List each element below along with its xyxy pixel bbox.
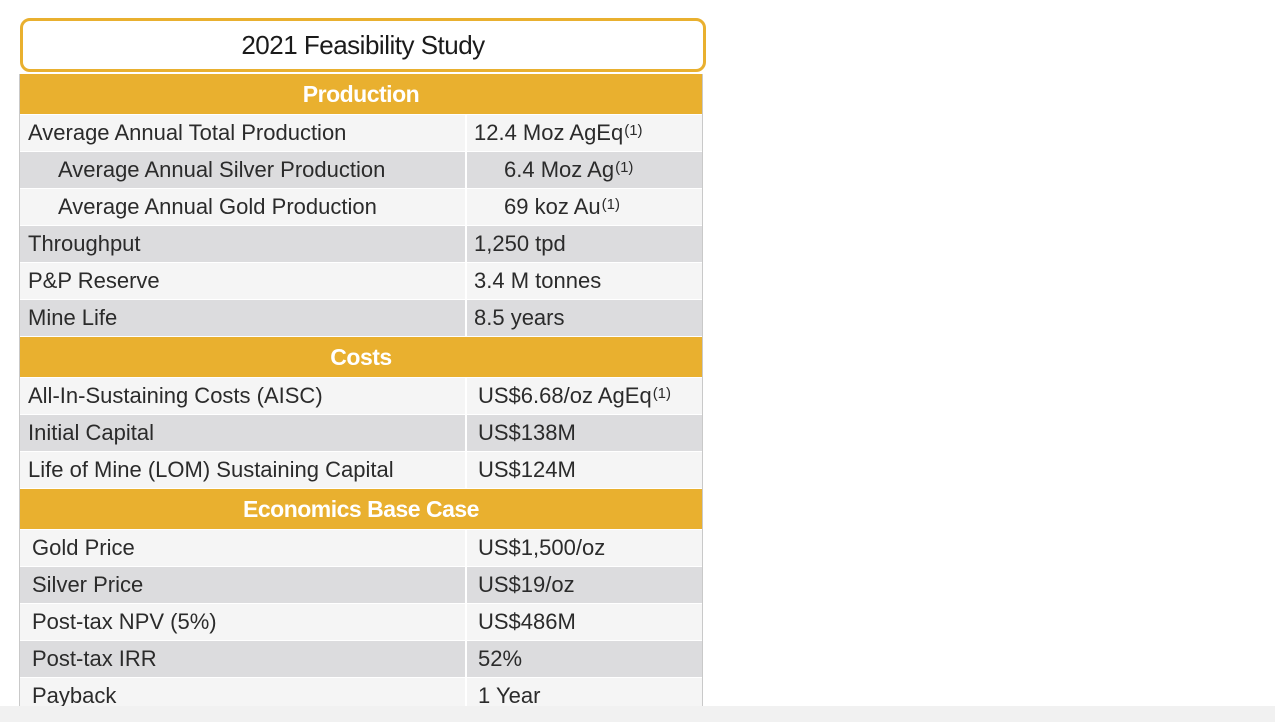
table-row: Silver Price US$19/oz bbox=[20, 567, 702, 604]
table-row: P&P Reserve 3.4 M tonnes bbox=[20, 263, 702, 300]
table-row: Initial Capital US$138M bbox=[20, 415, 702, 452]
row-label: Life of Mine (LOM) Sustaining Capital bbox=[20, 452, 467, 488]
row-value: 1,250 tpd bbox=[474, 231, 566, 256]
page-footer-strip bbox=[0, 706, 1275, 722]
table-row: Average Annual Total Production 12.4 Moz… bbox=[20, 115, 702, 152]
section-header-economics: Economics Base Case bbox=[20, 489, 702, 530]
row-value: 52% bbox=[478, 646, 523, 671]
table-row: Average Annual Gold Production 69 koz Au… bbox=[20, 189, 702, 226]
row-label: Average Annual Silver Production bbox=[20, 152, 467, 188]
row-label: Average Annual Total Production bbox=[20, 115, 467, 151]
row-value: 12.4 Moz AgEq (1) bbox=[474, 120, 643, 145]
row-value: 6.4 Moz Ag (1) bbox=[504, 157, 634, 182]
section-header-production: Production bbox=[20, 74, 702, 115]
row-value: 3.4 M tonnes bbox=[474, 268, 602, 293]
footnote-marker: (1) bbox=[615, 158, 634, 176]
row-value: US$1,500/oz bbox=[478, 535, 606, 560]
footnote-marker: (1) bbox=[652, 384, 672, 402]
table-row: Post-tax NPV (5%) US$486M bbox=[20, 604, 702, 641]
table-row: Gold Price US$1,500/oz bbox=[20, 530, 702, 567]
section-header-costs: Costs bbox=[20, 337, 702, 378]
row-label: Payback bbox=[20, 678, 467, 714]
footnote-marker: (1) bbox=[601, 195, 620, 213]
row-label: Gold Price bbox=[20, 530, 467, 566]
row-value: 69 koz Au (1) bbox=[504, 194, 620, 219]
row-label: Mine Life bbox=[20, 300, 467, 336]
feasibility-table: Production Average Annual Total Producti… bbox=[19, 74, 703, 716]
table-row: Life of Mine (LOM) Sustaining Capital US… bbox=[20, 452, 702, 489]
row-label: P&P Reserve bbox=[20, 263, 467, 299]
footnote-marker: (1) bbox=[624, 121, 643, 139]
table-row: Mine Life 8.5 years bbox=[20, 300, 702, 337]
row-label: All-In-Sustaining Costs (AISC) bbox=[20, 378, 467, 414]
row-value: US$6.68/oz AgEq (1) bbox=[478, 383, 672, 408]
table-row: Average Annual Silver Production 6.4 Moz… bbox=[20, 152, 702, 189]
page-title: 2021 Feasibility Study bbox=[20, 18, 706, 72]
row-label: Silver Price bbox=[20, 567, 467, 603]
row-value: 8.5 years bbox=[474, 305, 565, 330]
row-label: Post-tax IRR bbox=[20, 641, 467, 677]
row-label: Average Annual Gold Production bbox=[20, 189, 467, 225]
table-row: Post-tax IRR 52% bbox=[20, 641, 702, 678]
row-label: Throughput bbox=[20, 226, 467, 262]
row-label: Initial Capital bbox=[20, 415, 467, 451]
row-value: 1 Year bbox=[478, 683, 541, 708]
row-value: US$486M bbox=[478, 609, 576, 634]
row-value: US$138M bbox=[478, 420, 576, 445]
table-row: All-In-Sustaining Costs (AISC) US$6.68/o… bbox=[20, 378, 702, 415]
row-value: US$124M bbox=[478, 457, 576, 482]
row-value: US$19/oz bbox=[478, 572, 575, 597]
row-label: Post-tax NPV (5%) bbox=[20, 604, 467, 640]
table-row: Throughput 1,250 tpd bbox=[20, 226, 702, 263]
